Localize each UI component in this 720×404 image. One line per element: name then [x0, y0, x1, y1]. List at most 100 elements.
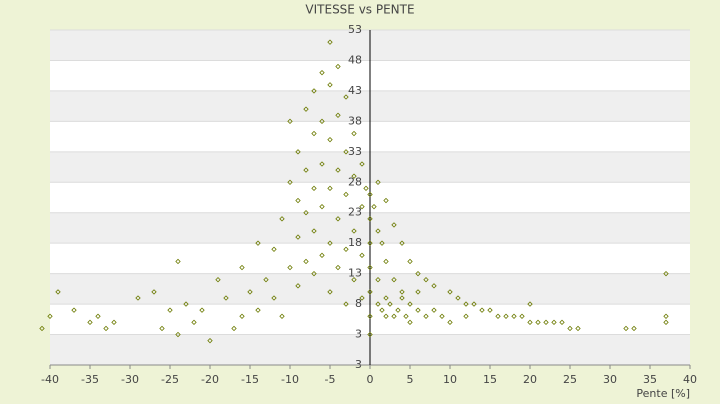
point — [303, 167, 309, 173]
point — [351, 228, 357, 234]
point — [359, 252, 365, 259]
point — [415, 307, 421, 313]
point — [343, 94, 349, 100]
point — [335, 216, 341, 222]
point — [383, 313, 389, 319]
point — [295, 149, 301, 155]
point — [367, 264, 373, 271]
point — [135, 295, 141, 301]
point — [379, 240, 385, 246]
point — [95, 313, 101, 319]
x-tick-label: 30 — [603, 373, 617, 386]
chart-title: VITESSE vs PENTE — [305, 3, 414, 17]
point — [551, 319, 557, 326]
point — [255, 240, 261, 246]
point — [175, 258, 181, 265]
point — [383, 258, 389, 265]
point — [327, 136, 333, 143]
point — [255, 307, 261, 313]
point — [191, 319, 197, 326]
x-tick-label: -25 — [161, 373, 179, 386]
point — [407, 301, 413, 307]
point — [391, 313, 397, 319]
point — [423, 277, 429, 283]
point — [175, 331, 181, 338]
x-tick-label: -5 — [325, 373, 336, 386]
point — [479, 307, 485, 313]
point — [663, 319, 669, 326]
point — [487, 307, 493, 313]
point — [71, 307, 77, 313]
point — [183, 301, 189, 307]
y-tick-label: 48 — [348, 53, 362, 66]
point — [239, 264, 245, 271]
point — [375, 228, 381, 234]
point — [415, 270, 421, 277]
point — [319, 69, 325, 76]
point — [403, 313, 409, 319]
point — [503, 313, 509, 319]
point — [431, 307, 437, 313]
point — [287, 264, 293, 271]
point — [343, 191, 349, 198]
point — [399, 240, 405, 246]
point — [39, 325, 45, 332]
point — [519, 313, 525, 319]
point — [367, 240, 373, 246]
point — [399, 295, 405, 301]
point — [319, 118, 325, 125]
point — [375, 301, 381, 307]
point — [327, 39, 333, 45]
point — [527, 301, 533, 307]
x-tick-label: 5 — [407, 373, 414, 386]
point — [663, 313, 669, 319]
point — [47, 313, 53, 319]
point — [351, 130, 357, 137]
point — [327, 240, 333, 246]
y-tick-label: 13 — [348, 267, 362, 280]
point — [559, 319, 565, 326]
point — [279, 313, 285, 319]
point — [327, 289, 333, 295]
x-tick-label: 25 — [563, 373, 577, 386]
point — [311, 270, 317, 277]
point — [439, 313, 445, 319]
point — [391, 277, 397, 283]
point — [407, 258, 413, 265]
point — [159, 325, 165, 332]
point — [311, 88, 317, 94]
point — [295, 234, 301, 240]
point — [367, 289, 373, 295]
point — [471, 301, 477, 307]
point — [335, 167, 341, 173]
point — [327, 185, 333, 192]
point — [87, 319, 93, 326]
point — [543, 319, 549, 326]
point — [111, 319, 117, 326]
point — [367, 191, 373, 198]
x-tick-label: -10 — [281, 373, 299, 386]
point — [463, 301, 469, 307]
point — [359, 203, 365, 210]
point — [311, 228, 317, 234]
x-tick-label: -40 — [41, 373, 59, 386]
point — [431, 283, 437, 289]
point — [263, 277, 269, 283]
point — [407, 319, 413, 326]
point — [335, 264, 341, 271]
point — [351, 277, 357, 283]
point — [239, 313, 245, 319]
point — [395, 307, 401, 313]
point — [311, 185, 317, 192]
point — [287, 118, 293, 125]
point — [383, 295, 389, 301]
point — [303, 210, 309, 216]
point — [399, 289, 405, 295]
y-tick-label: 3 — [355, 328, 362, 341]
point — [663, 270, 669, 277]
point — [463, 313, 469, 319]
point — [335, 112, 341, 118]
y-tick-label: 28 — [348, 175, 362, 188]
point — [207, 337, 213, 344]
